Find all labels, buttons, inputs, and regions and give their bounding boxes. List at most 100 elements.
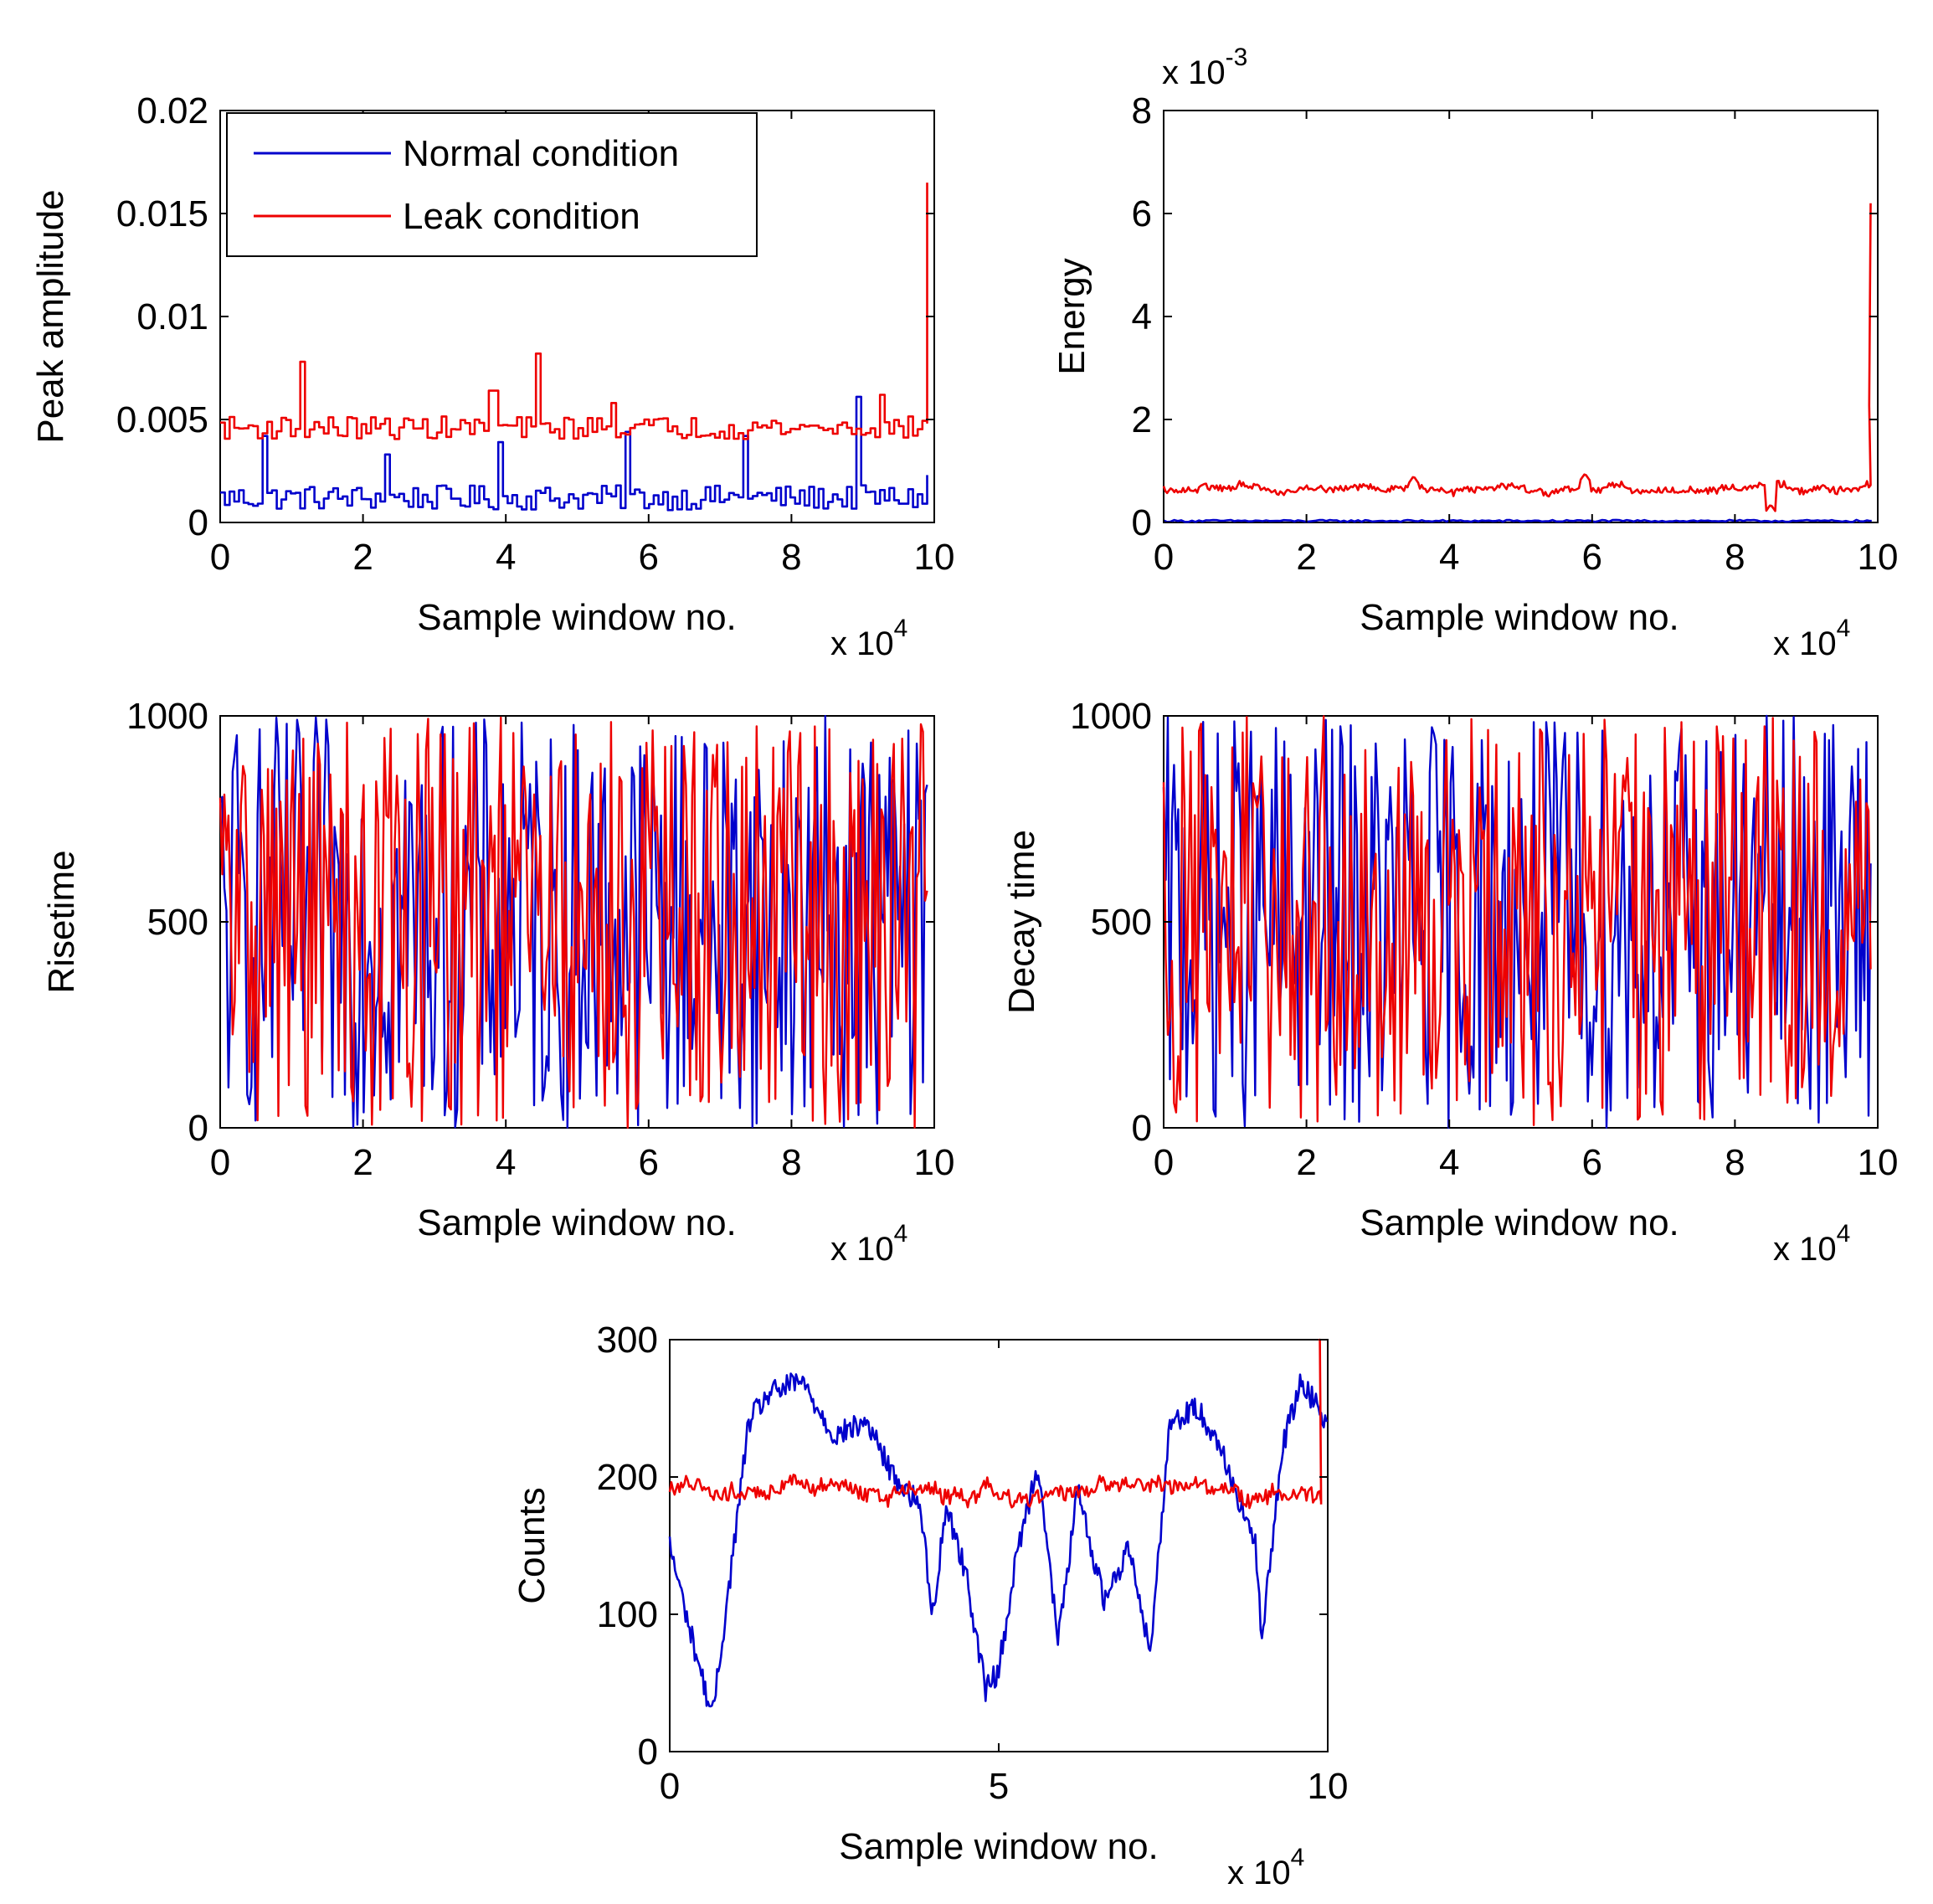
chart-risetime: 0 2 4 6 8 10 0 500 1000 Sample window no. Riseti…: [41, 696, 954, 1268]
series-line-normal: [668, 1372, 1329, 1708]
x-tick-label: 10: [914, 537, 955, 578]
x-axis-label: Sample window no.: [839, 1826, 1159, 1867]
x-tick-label: 2: [1296, 1142, 1316, 1183]
x-tick-label: 0: [660, 1766, 680, 1807]
y-tick-label: 0.01: [136, 296, 208, 337]
x-tick-label: 6: [639, 537, 659, 578]
x-multiplier-base: x 10: [1227, 1855, 1291, 1891]
x-axis-label: Sample window no.: [417, 1202, 737, 1243]
y-tick-label: 0.005: [116, 399, 208, 440]
x-multiplier-exp: 4: [1837, 1220, 1851, 1248]
axis-ticks: 0 2 4 6 8 10 0 2 4 6 8: [1132, 90, 1899, 578]
y-axis-label: Energy: [1051, 258, 1092, 374]
y-tick-label: 2: [1132, 399, 1152, 440]
y-tick-label: 0: [1132, 502, 1152, 543]
series-layer: [668, 1338, 1329, 1708]
x-tick-label: 6: [1582, 537, 1602, 578]
x-multiplier: x 104: [1773, 1220, 1850, 1268]
legend-label-leak: Leak condition: [403, 196, 640, 237]
plot-frame: [669, 1339, 1329, 1752]
x-multiplier: x 104: [830, 1220, 907, 1268]
axis-ticks: 0 2 4 6 8 10 0 500 1000: [1070, 696, 1898, 1183]
series-layer: [1162, 714, 1872, 1130]
x-axis-label: Sample window no.: [1360, 597, 1679, 638]
series-layer: [220, 183, 928, 512]
y-axis-label: Risetime: [41, 850, 82, 993]
axis-ticks: 0 2 4 6 8 10 0 500 1000: [126, 696, 954, 1183]
x-tick-label: 2: [352, 1142, 373, 1183]
y-tick-label: 0: [188, 1108, 208, 1149]
series-line-leak: [220, 183, 928, 440]
x-multiplier-exp: 4: [894, 1220, 908, 1248]
x-multiplier-base: x 10: [1773, 625, 1837, 662]
y-multiplier: x 10-3: [1162, 44, 1247, 91]
x-tick-label: 8: [1725, 537, 1745, 578]
x-tick-label: 4: [1439, 537, 1459, 578]
axis-ticks: 0 2 4 6 8 10 0 0.005 0.01 0.015 0.02: [116, 90, 955, 578]
y-tick-label: 200: [597, 1457, 658, 1498]
y-tick-label: 1000: [1070, 696, 1152, 737]
y-tick-label: 0: [1132, 1108, 1152, 1149]
y-tick-label: 0.015: [116, 193, 208, 234]
x-tick-label: 0: [1154, 537, 1174, 578]
series-line-normal: [220, 395, 928, 512]
y-multiplier-exp: -3: [1226, 44, 1248, 71]
plot-frame: [1163, 110, 1879, 523]
chart-decay-time: 0 2 4 6 8 10 0 500 1000 Sample window no. Decay …: [1001, 696, 1898, 1268]
series-line-normal: [1163, 518, 1872, 523]
x-multiplier-exp: 4: [1837, 615, 1851, 642]
y-multiplier-base: x 10: [1162, 54, 1226, 91]
y-tick-label: 6: [1132, 193, 1152, 234]
x-multiplier-base: x 10: [1773, 1231, 1837, 1268]
x-tick-label: 4: [496, 537, 516, 578]
x-tick-label: 6: [1582, 1142, 1602, 1183]
legend: Normal condition Leak condition: [226, 112, 758, 257]
series-layer: [218, 715, 928, 1130]
y-tick-label: 8: [1132, 90, 1152, 131]
y-tick-label: 0.02: [136, 90, 208, 131]
x-axis-label: Sample window no.: [1360, 1202, 1679, 1243]
y-tick-label: 100: [597, 1594, 658, 1635]
series-line-leak: [668, 1338, 1323, 1510]
series-layer: [1162, 203, 1872, 523]
x-tick-label: 8: [781, 537, 801, 578]
y-axis-label: Counts: [512, 1487, 553, 1603]
x-tick-label: 10: [914, 1142, 955, 1183]
y-tick-label: 1000: [126, 696, 208, 737]
x-tick-label: 8: [1725, 1142, 1745, 1183]
x-tick-label: 10: [1308, 1766, 1349, 1807]
x-tick-label: 2: [1296, 537, 1316, 578]
x-tick-label: 4: [496, 1142, 516, 1183]
y-axis-label: Decay time: [1001, 830, 1042, 1014]
x-multiplier-base: x 10: [830, 1231, 894, 1268]
x-tick-label: 0: [210, 537, 230, 578]
x-tick-label: 4: [1439, 1142, 1459, 1183]
x-multiplier-exp: 4: [1291, 1844, 1305, 1871]
x-tick-label: 10: [1858, 537, 1899, 578]
x-tick-label: 6: [639, 1142, 659, 1183]
x-multiplier: x 104: [1773, 615, 1850, 662]
legend-box: [226, 112, 758, 257]
series-line-leak: [1162, 715, 1872, 1126]
x-tick-label: 0: [210, 1142, 230, 1183]
x-multiplier-base: x 10: [830, 625, 894, 662]
x-multiplier-exp: 4: [894, 615, 908, 642]
y-tick-label: 4: [1132, 296, 1152, 337]
chart-peak-amplitude: 0 2 4 6 8 10 0 0.005 0.01 0.015 0.02 Sample window…: [30, 90, 954, 662]
y-tick-label: 0: [188, 502, 208, 543]
x-multiplier: x 104: [830, 615, 907, 662]
x-tick-label: 2: [352, 537, 373, 578]
x-tick-label: 5: [989, 1766, 1009, 1807]
y-tick-label: 500: [1091, 902, 1152, 943]
y-tick-label: 300: [597, 1320, 658, 1361]
x-tick-label: 8: [781, 1142, 801, 1183]
y-tick-label: 500: [147, 902, 208, 943]
x-tick-label: 10: [1858, 1142, 1899, 1183]
y-axis-label: Peak amplitude: [30, 189, 71, 443]
x-axis-label: Sample window no.: [417, 597, 737, 638]
series-line-leak: [1162, 203, 1872, 512]
legend-label-normal: Normal condition: [403, 133, 679, 174]
